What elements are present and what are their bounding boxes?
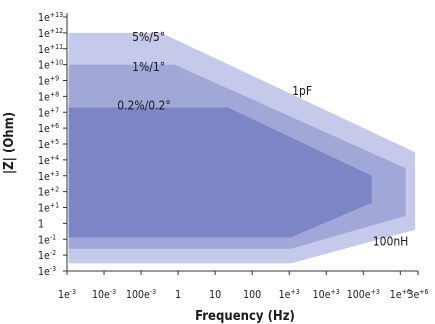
x-tick-label: 100: [243, 289, 261, 301]
y-axis-title: |Z| (Ohm): [2, 112, 17, 174]
y-tick-label: 1e+8: [38, 90, 59, 103]
region-labels: 5%/5° 1%/1° 0.2%/0.2°: [117, 30, 171, 112]
y-tick-label: 1e+9: [38, 75, 59, 88]
y-tick-label: 1e-2: [38, 249, 56, 262]
x-tick-label: 10e-3: [92, 288, 116, 301]
annotation-100nh: 100nH: [373, 235, 409, 249]
x-tick-label: 10: [209, 289, 221, 301]
x-tick-labels: 1e-3 10e-3 100e-3 1 10 100 1e+3 10e+3 100e+3 1e+6…: [58, 271, 429, 301]
x-tick-label: 1: [175, 289, 181, 301]
x-tick-label: 100e+3: [347, 288, 380, 301]
y-tick-label: 1e+5: [38, 138, 59, 151]
y-tick-label: 1: [38, 218, 44, 230]
y-tick-label: 1e+2: [38, 186, 59, 199]
x-axis-title: Frequency (Hz): [195, 309, 295, 324]
annotations: 1pF 100nH: [292, 84, 408, 248]
region-0-2-0-2: [68, 107, 372, 238]
y-tick-label: 1e+7: [38, 106, 59, 119]
region-label-1-1: 1%/1°: [132, 60, 165, 74]
y-tick-label: 1e-3: [38, 265, 56, 278]
y-tick-label: 1e+12: [38, 27, 63, 40]
y-tick-label: 1e-1: [38, 233, 56, 246]
x-tick-label: 100e-3: [126, 288, 156, 301]
y-tick-label: 1e+3: [38, 170, 59, 183]
x-tick-label: 1e-3: [58, 288, 76, 301]
region-label-0-2-0-2: 0.2%/0.2°: [117, 98, 171, 112]
y-tick-labels: 1e+131e+121e+111e+101e+91e+81e+71e+61e+5…: [38, 11, 67, 278]
y-tick-label: 1e+10: [38, 59, 63, 72]
x-tick-label: 1e+6: [390, 288, 411, 301]
region-label-5-5: 5%/5°: [132, 30, 165, 44]
y-tick-label: 1e+4: [38, 154, 59, 167]
x-tick-label: 3e+6: [407, 288, 428, 301]
y-tick-label: 1e+11: [38, 43, 63, 56]
axes: [66, 13, 418, 272]
x-tick-label: 1e+3: [279, 288, 300, 301]
accuracy-regions: [68, 32, 416, 264]
annotation-1pf: 1pF: [292, 84, 312, 98]
y-tick-label: 1e+1: [38, 202, 59, 215]
x-tick-label: 10e+3: [313, 288, 340, 301]
y-tick-label: 1e+13: [38, 11, 63, 24]
y-tick-label: 1e+6: [38, 122, 59, 135]
